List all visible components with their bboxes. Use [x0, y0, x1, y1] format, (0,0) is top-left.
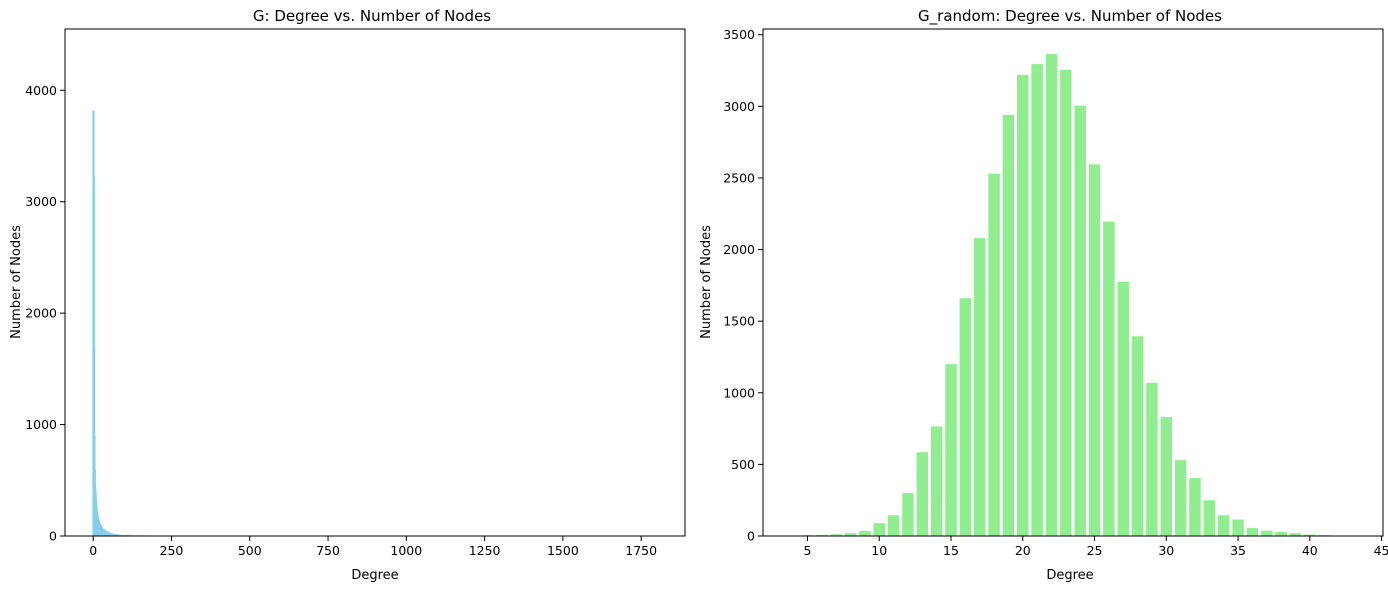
chart-grandom-bar: [873, 523, 885, 536]
chart-grandom-xtick-label: 20: [1015, 543, 1031, 558]
chart-grandom-bar: [1002, 114, 1015, 537]
chart-grandom-bar: [988, 173, 1000, 536]
chart-g-xtick-label: 0: [89, 543, 97, 558]
chart-grandom-bar: [1275, 531, 1287, 536]
chart-g-bar: [117, 534, 120, 536]
chart-grandom-bar: [1203, 500, 1216, 536]
chart-grandom-axes-frame: [762, 28, 1384, 537]
chart-g-bar: [114, 533, 117, 536]
chart-grandom-xtick-label: 45: [1374, 543, 1388, 558]
chart-grandom-bar: [1131, 336, 1144, 536]
chart-grandom-ytick-label: 3000: [723, 99, 755, 114]
chart-g-ytick-label: 2000: [25, 306, 57, 321]
chart-grandom-bar: [859, 530, 871, 536]
chart-g-ytick-label: 0: [49, 529, 57, 544]
chart-g-bar: [115, 534, 118, 536]
chart-grandom-bar: [1103, 221, 1115, 536]
chart-grandom-bar: [1031, 64, 1043, 536]
chart-grandom-ytick-label: 2000: [723, 242, 755, 257]
chart-g-ytick-label: 4000: [25, 83, 57, 98]
chart-grandom-bar: [1289, 533, 1302, 536]
chart-grandom-ylabel: Number of Nodes: [699, 225, 714, 339]
chart-grandom-bars: [773, 54, 1359, 537]
chart-g-ylabel: Number of Nodes: [9, 225, 24, 339]
chart-grandom-bar: [1146, 382, 1158, 536]
chart-g-xtick-label: 1250: [469, 543, 501, 558]
chart-grandom-ytick-label: 0: [747, 529, 755, 544]
chart-grandom-bar: [902, 493, 914, 536]
chart-grandom-bar: [830, 534, 842, 536]
chart-g-bar: [109, 532, 112, 536]
chart-grandom-xtick-label: 5: [804, 543, 812, 558]
chart-grandom-bar: [1246, 528, 1259, 536]
chart-g: G: Degree vs. Number of Nodes 0 250 500 750…: [9, 7, 686, 583]
chart-grandom-ytick-label: 1500: [723, 314, 755, 329]
chart-g-xtick-label: 750: [316, 543, 340, 558]
chart-grandom-xtick-label: 40: [1302, 543, 1318, 558]
chart-grandom-xlabel: Degree: [1046, 568, 1093, 583]
chart-g-bar: [120, 534, 123, 536]
chart-grandom-ytick-label: 1000: [723, 385, 755, 400]
chart-g-bars: [92, 110, 658, 536]
chart-grandom-bar: [844, 533, 857, 536]
chart-g-xtick-label: 500: [238, 543, 262, 558]
chart-g-xtick-label: 250: [160, 543, 184, 558]
chart-grandom-bar: [1074, 105, 1086, 537]
chart-g-bar: [110, 533, 114, 536]
chart-g-ytick-label: 1000: [25, 417, 57, 432]
chart-grandom-bar: [1060, 69, 1072, 536]
chart-grandom-bar: [1189, 478, 1201, 536]
chart-grandom-xtick-label: 25: [1087, 543, 1103, 558]
chart-g-axes-frame: [64, 28, 686, 537]
chart-grandom-bar: [816, 534, 828, 536]
chart-grandom-bar: [887, 515, 900, 536]
chart-grandom-xtick-label: 10: [871, 543, 887, 558]
chart-grandom-bar: [1174, 460, 1187, 536]
chart-g-xtick-label: 1000: [390, 543, 422, 558]
chart-g-xtick-label: 1750: [625, 543, 657, 558]
chart-grandom-bar: [1045, 54, 1058, 537]
chart-grandom-bar: [1117, 281, 1129, 536]
chart-grandom-bar: [959, 298, 972, 536]
chart-g-bar: [107, 532, 110, 536]
chart-grandom-bar: [1160, 417, 1173, 536]
chart-grandom-bar: [973, 238, 986, 536]
chart-g-title: G: Degree vs. Number of Nodes: [253, 7, 491, 25]
chart-grandom-xtick-label: 30: [1158, 543, 1174, 558]
chart-grandom-bar: [1304, 534, 1316, 536]
chart-grandom: G_random: Degree vs. Number of Nodes 5 10…: [699, 7, 1388, 583]
chart-grandom-ytick-label: 2500: [723, 170, 755, 185]
chart-grandom-bar: [1017, 74, 1029, 536]
chart-grandom-xtick-label: 35: [1230, 543, 1246, 558]
chart-g-xtick-label: 1500: [547, 543, 579, 558]
chart-grandom-bar: [1261, 530, 1273, 536]
chart-grandom-xtick-label: 15: [943, 543, 959, 558]
chart-g-xlabel: Degree: [351, 568, 398, 583]
chart-grandom-bar: [916, 452, 929, 536]
chart-grandom-title: G_random: Degree vs. Number of Nodes: [918, 7, 1222, 26]
chart-grandom-bar: [945, 364, 957, 536]
chart-grandom-bar: [930, 426, 943, 536]
chart-g-bar: [112, 533, 115, 536]
chart-grandom-ytick-label: 500: [731, 457, 755, 472]
chart-g-ytick-label: 3000: [25, 194, 57, 209]
chart-grandom-bar: [1232, 519, 1244, 536]
chart-grandom-bar: [1088, 164, 1101, 536]
chart-g-bar: [123, 534, 126, 536]
chart-grandom-ytick-label: 3500: [723, 27, 755, 42]
chart-grandom-bar: [1217, 515, 1230, 536]
